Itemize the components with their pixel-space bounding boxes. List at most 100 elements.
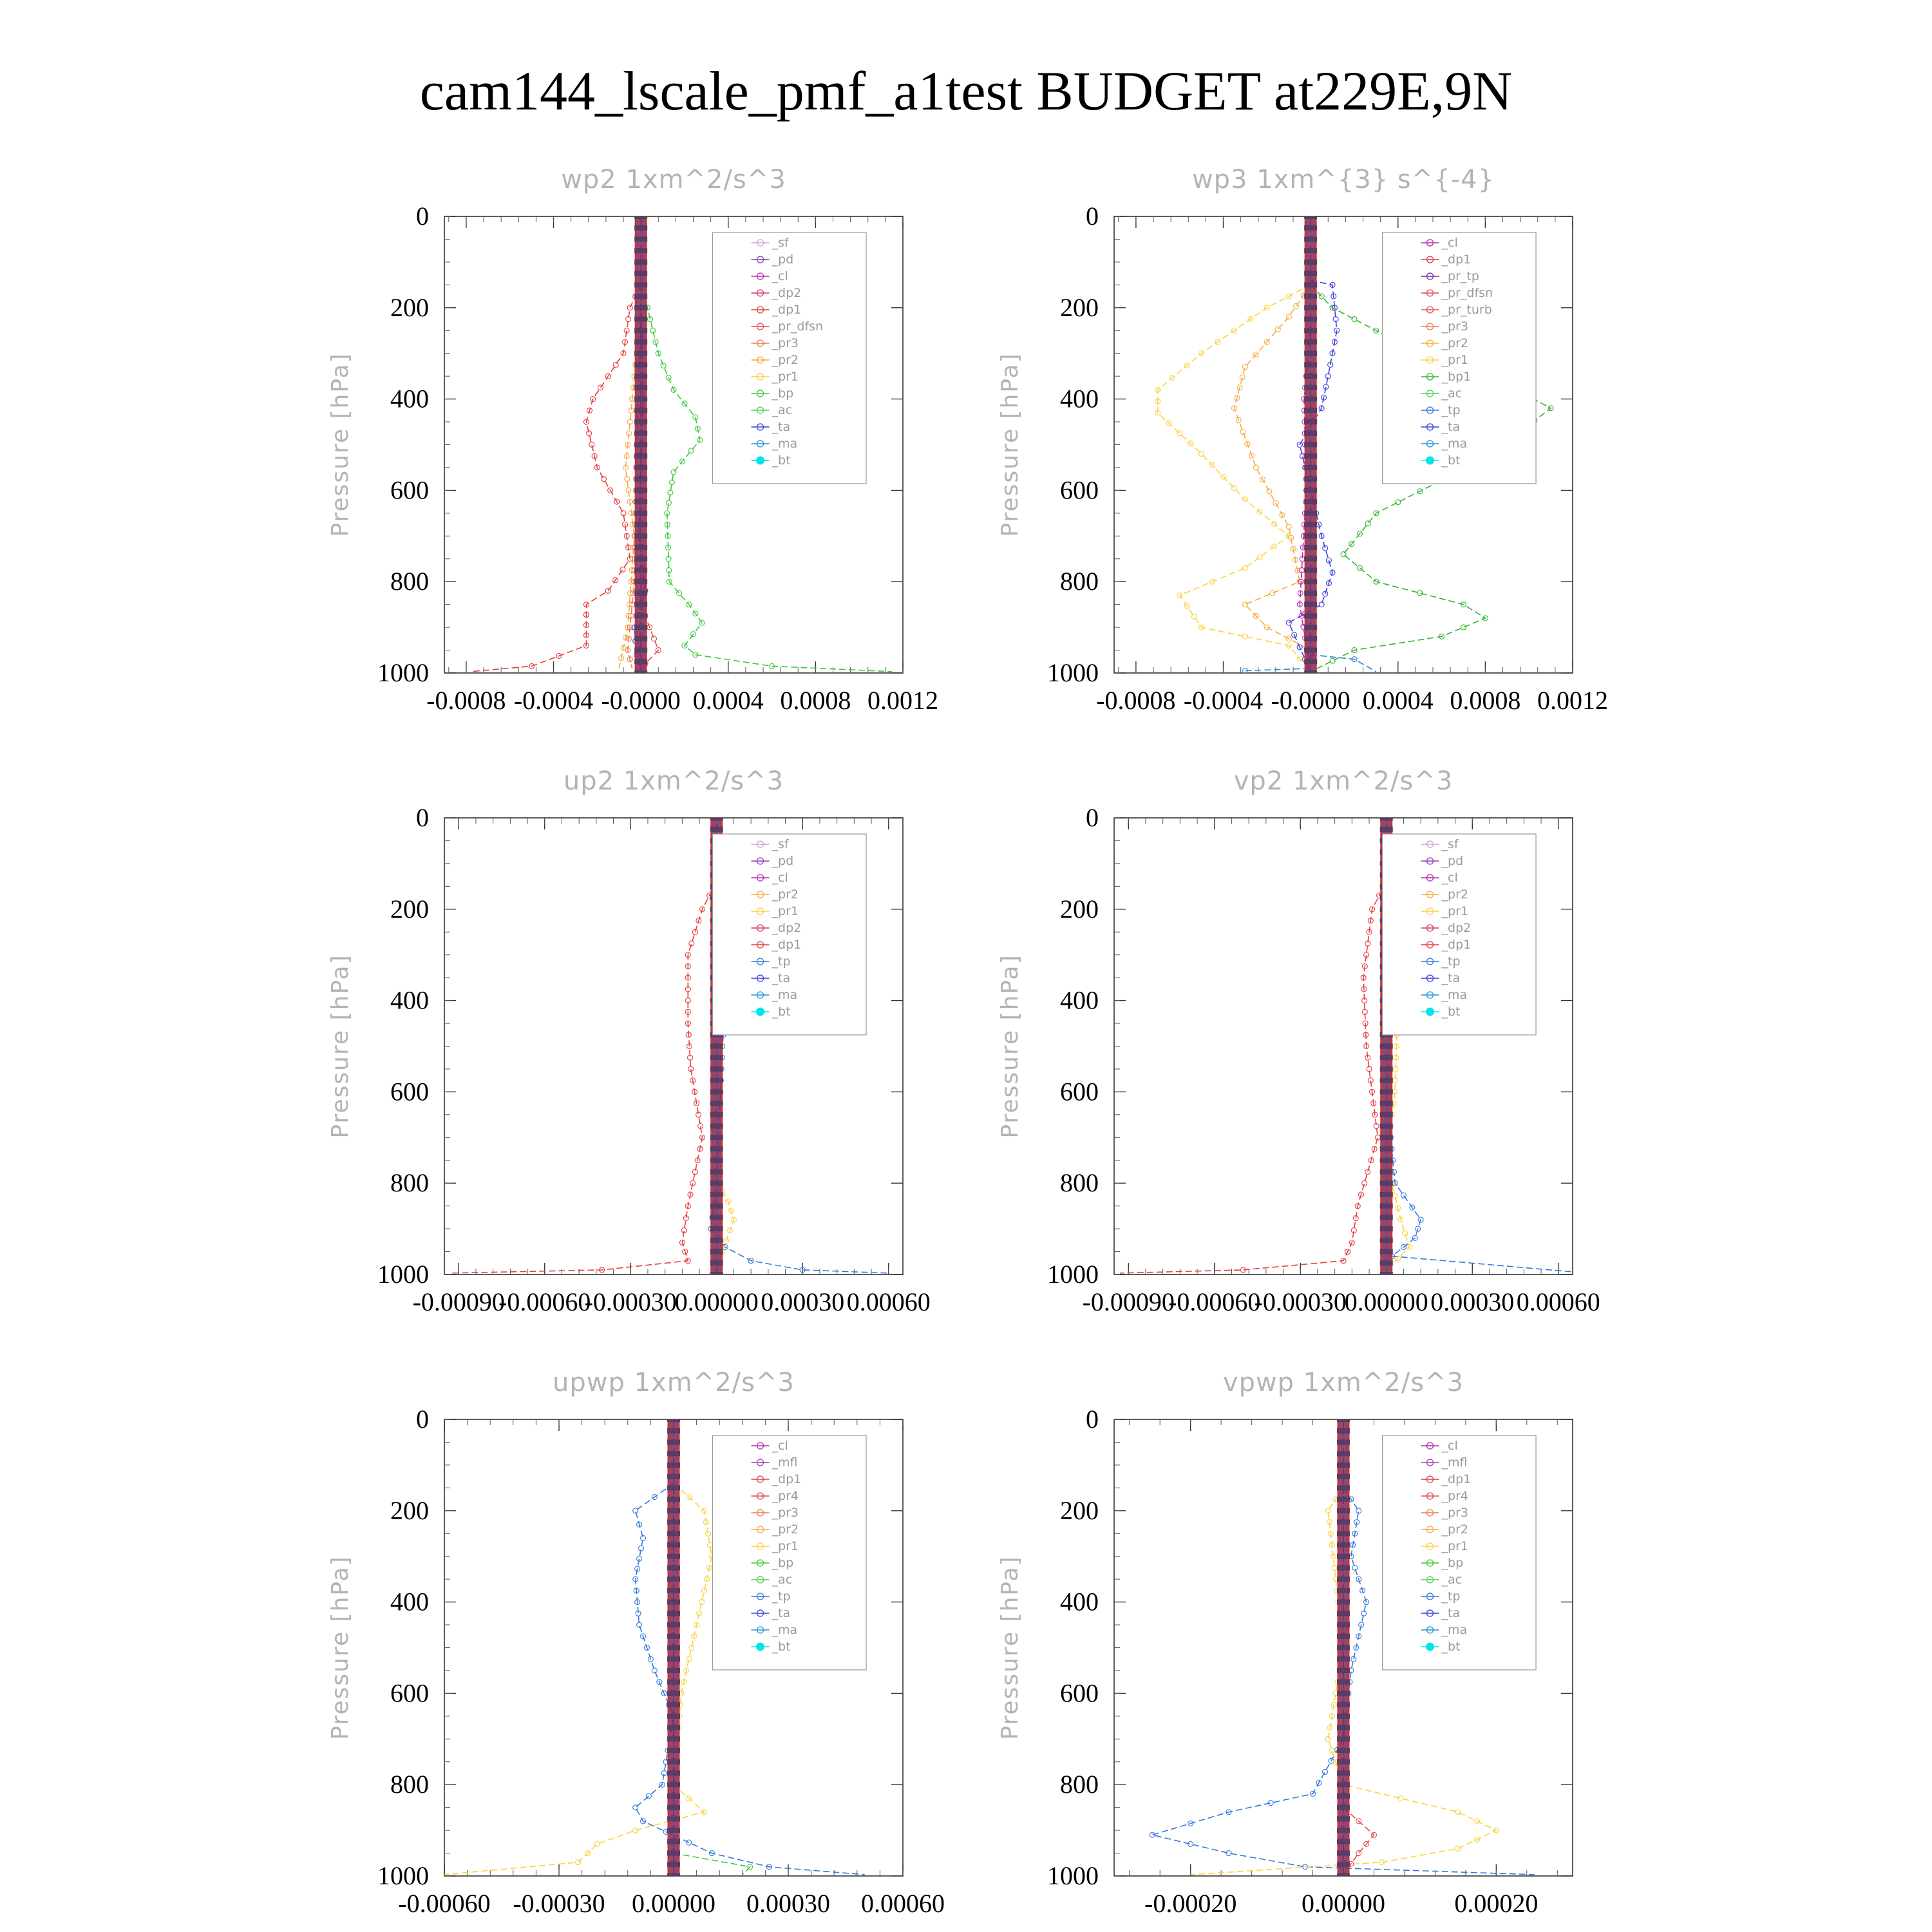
series-marker_dp1 <box>1352 1215 1359 1222</box>
zero-bundle-marker <box>1337 1748 1350 1754</box>
zero-bundle-marker <box>1337 1633 1350 1639</box>
y-tick-label: 400 <box>390 986 429 1015</box>
legend-marker <box>756 1542 764 1550</box>
series-marker_dp1 <box>1365 940 1371 947</box>
series-marker_pr2 <box>627 419 633 425</box>
series-marker_tp <box>639 1535 647 1541</box>
series-marker_pr2 <box>1273 500 1279 506</box>
series-marker_pr1 <box>1215 339 1221 345</box>
x-tick-label: 0.00060 <box>847 1287 931 1316</box>
zero-bundle-marker <box>1379 1215 1393 1220</box>
series-marker_bp <box>650 327 656 334</box>
legend-marker <box>1426 840 1434 848</box>
zero-bundle-marker <box>1337 1873 1350 1876</box>
series-marker_pr2 <box>625 487 632 493</box>
series-marker_ta <box>1332 316 1339 323</box>
legend-label: _tp <box>772 1589 791 1604</box>
series-marker_ta <box>1318 533 1325 539</box>
legend-label: _pr_turb <box>1441 303 1492 317</box>
series-marker_pr_dfsn <box>650 636 658 642</box>
legend-marker <box>756 974 764 982</box>
legend-marker <box>1426 440 1434 448</box>
zero-bundle-marker <box>1337 1439 1350 1445</box>
series-marker_dp1 <box>1240 1267 1246 1273</box>
x-tick-label: 0.0012 <box>867 686 938 715</box>
legend-marker <box>756 941 764 949</box>
series-marker_tp <box>1417 1217 1424 1223</box>
zero-bundle-marker <box>1337 1428 1350 1434</box>
series-marker_bp1 <box>1373 327 1379 334</box>
series-marker_tp <box>1328 1757 1334 1764</box>
legend-marker <box>1426 456 1435 465</box>
series-marker_dp1 <box>586 407 593 413</box>
zero-bundle-marker <box>1304 647 1318 653</box>
legend-label: _bt <box>1441 453 1461 468</box>
series-line_bp <box>673 1852 752 1875</box>
zero-bundle-marker <box>1379 1237 1393 1243</box>
series-marker_ta <box>1329 569 1336 576</box>
series-marker_dp1 <box>685 1020 691 1027</box>
legend-marker <box>756 874 764 882</box>
series-marker_dp1 <box>697 1146 703 1152</box>
y-axis-label: Pressure [hPa] <box>997 352 1023 536</box>
series-marker_tp <box>748 1258 754 1264</box>
series-marker_pr2 <box>625 612 632 619</box>
series-marker_bp <box>647 316 654 323</box>
legend-marker <box>1426 1007 1435 1016</box>
zero-bundle-marker <box>1304 305 1318 310</box>
zero-bundle-marker <box>634 636 648 641</box>
legend-label: _dp2 <box>772 286 802 300</box>
zero-bundle-marker <box>667 1725 680 1730</box>
series-marker_tp <box>1415 1226 1421 1232</box>
series-marker_dp1 <box>591 453 598 459</box>
legend-marker <box>756 924 764 932</box>
series-marker_cl <box>1296 601 1303 608</box>
legend-marker <box>1426 373 1434 381</box>
zero-bundle-marker <box>1337 1497 1350 1502</box>
series-marker_dp1 <box>583 622 589 629</box>
series-marker_tp <box>1361 1610 1367 1616</box>
y-tick-label: 800 <box>1060 1770 1099 1799</box>
legend-label: _tp <box>1441 403 1461 417</box>
series-marker_bp <box>676 590 683 596</box>
zero-bundle-marker <box>634 374 648 379</box>
zero-bundle-marker <box>667 1713 680 1719</box>
series-marker_dp1 <box>1361 986 1367 992</box>
zero-bundle-marker <box>634 625 648 630</box>
x-tick-label: 0.00030 <box>1430 1287 1514 1316</box>
panel-6: vpwp 1xm^2/s^3 Pressure [hPa] 0 200 400 600 80… <box>997 1368 1573 1918</box>
series-marker_dp1 <box>692 1168 698 1175</box>
zero-bundle-marker <box>1337 1839 1350 1844</box>
series-marker_tp <box>1356 1633 1362 1640</box>
series-marker_tp <box>645 1793 652 1799</box>
legend-label: _pr3 <box>772 336 799 350</box>
zero-bundle-marker <box>634 522 648 527</box>
zero-bundle-marker <box>634 613 648 619</box>
series-marker_tp <box>632 1804 639 1811</box>
series-marker_dp1 <box>583 642 589 649</box>
y-tick-label: 400 <box>1060 986 1099 1015</box>
zero-bundle-marker <box>667 1736 680 1742</box>
legend-label: _bt <box>772 1640 791 1654</box>
series-marker_pr2 <box>624 476 630 482</box>
series-marker_pr2 <box>623 453 630 459</box>
series-marker_bp <box>664 510 670 516</box>
y-tick-label: 200 <box>1060 1496 1099 1525</box>
legend-marker <box>1426 891 1434 898</box>
y-tick-label: 600 <box>1060 475 1099 504</box>
series-marker_pr1 <box>1198 624 1205 630</box>
series-line_tp <box>1150 1487 1535 1875</box>
series-marker_pr1 <box>1474 1836 1481 1842</box>
series-marker_dp1 <box>600 476 607 482</box>
zero-bundle-marker <box>1304 374 1318 379</box>
legend-box <box>712 232 867 484</box>
zero-bundle-marker <box>710 1043 723 1049</box>
figure-title: cam144_lscale_pmf_a1test BUDGET at229E,9… <box>420 60 1513 122</box>
series-marker_pr1 <box>1327 1530 1334 1537</box>
zero-bundle-marker <box>710 1203 723 1209</box>
zero-bundle-marker <box>1379 818 1393 820</box>
series-marker_tp <box>1352 1564 1358 1571</box>
zero-bundle-marker <box>634 396 648 402</box>
zero-bundle-marker <box>667 1850 680 1856</box>
legend-label: _ta <box>772 971 791 985</box>
